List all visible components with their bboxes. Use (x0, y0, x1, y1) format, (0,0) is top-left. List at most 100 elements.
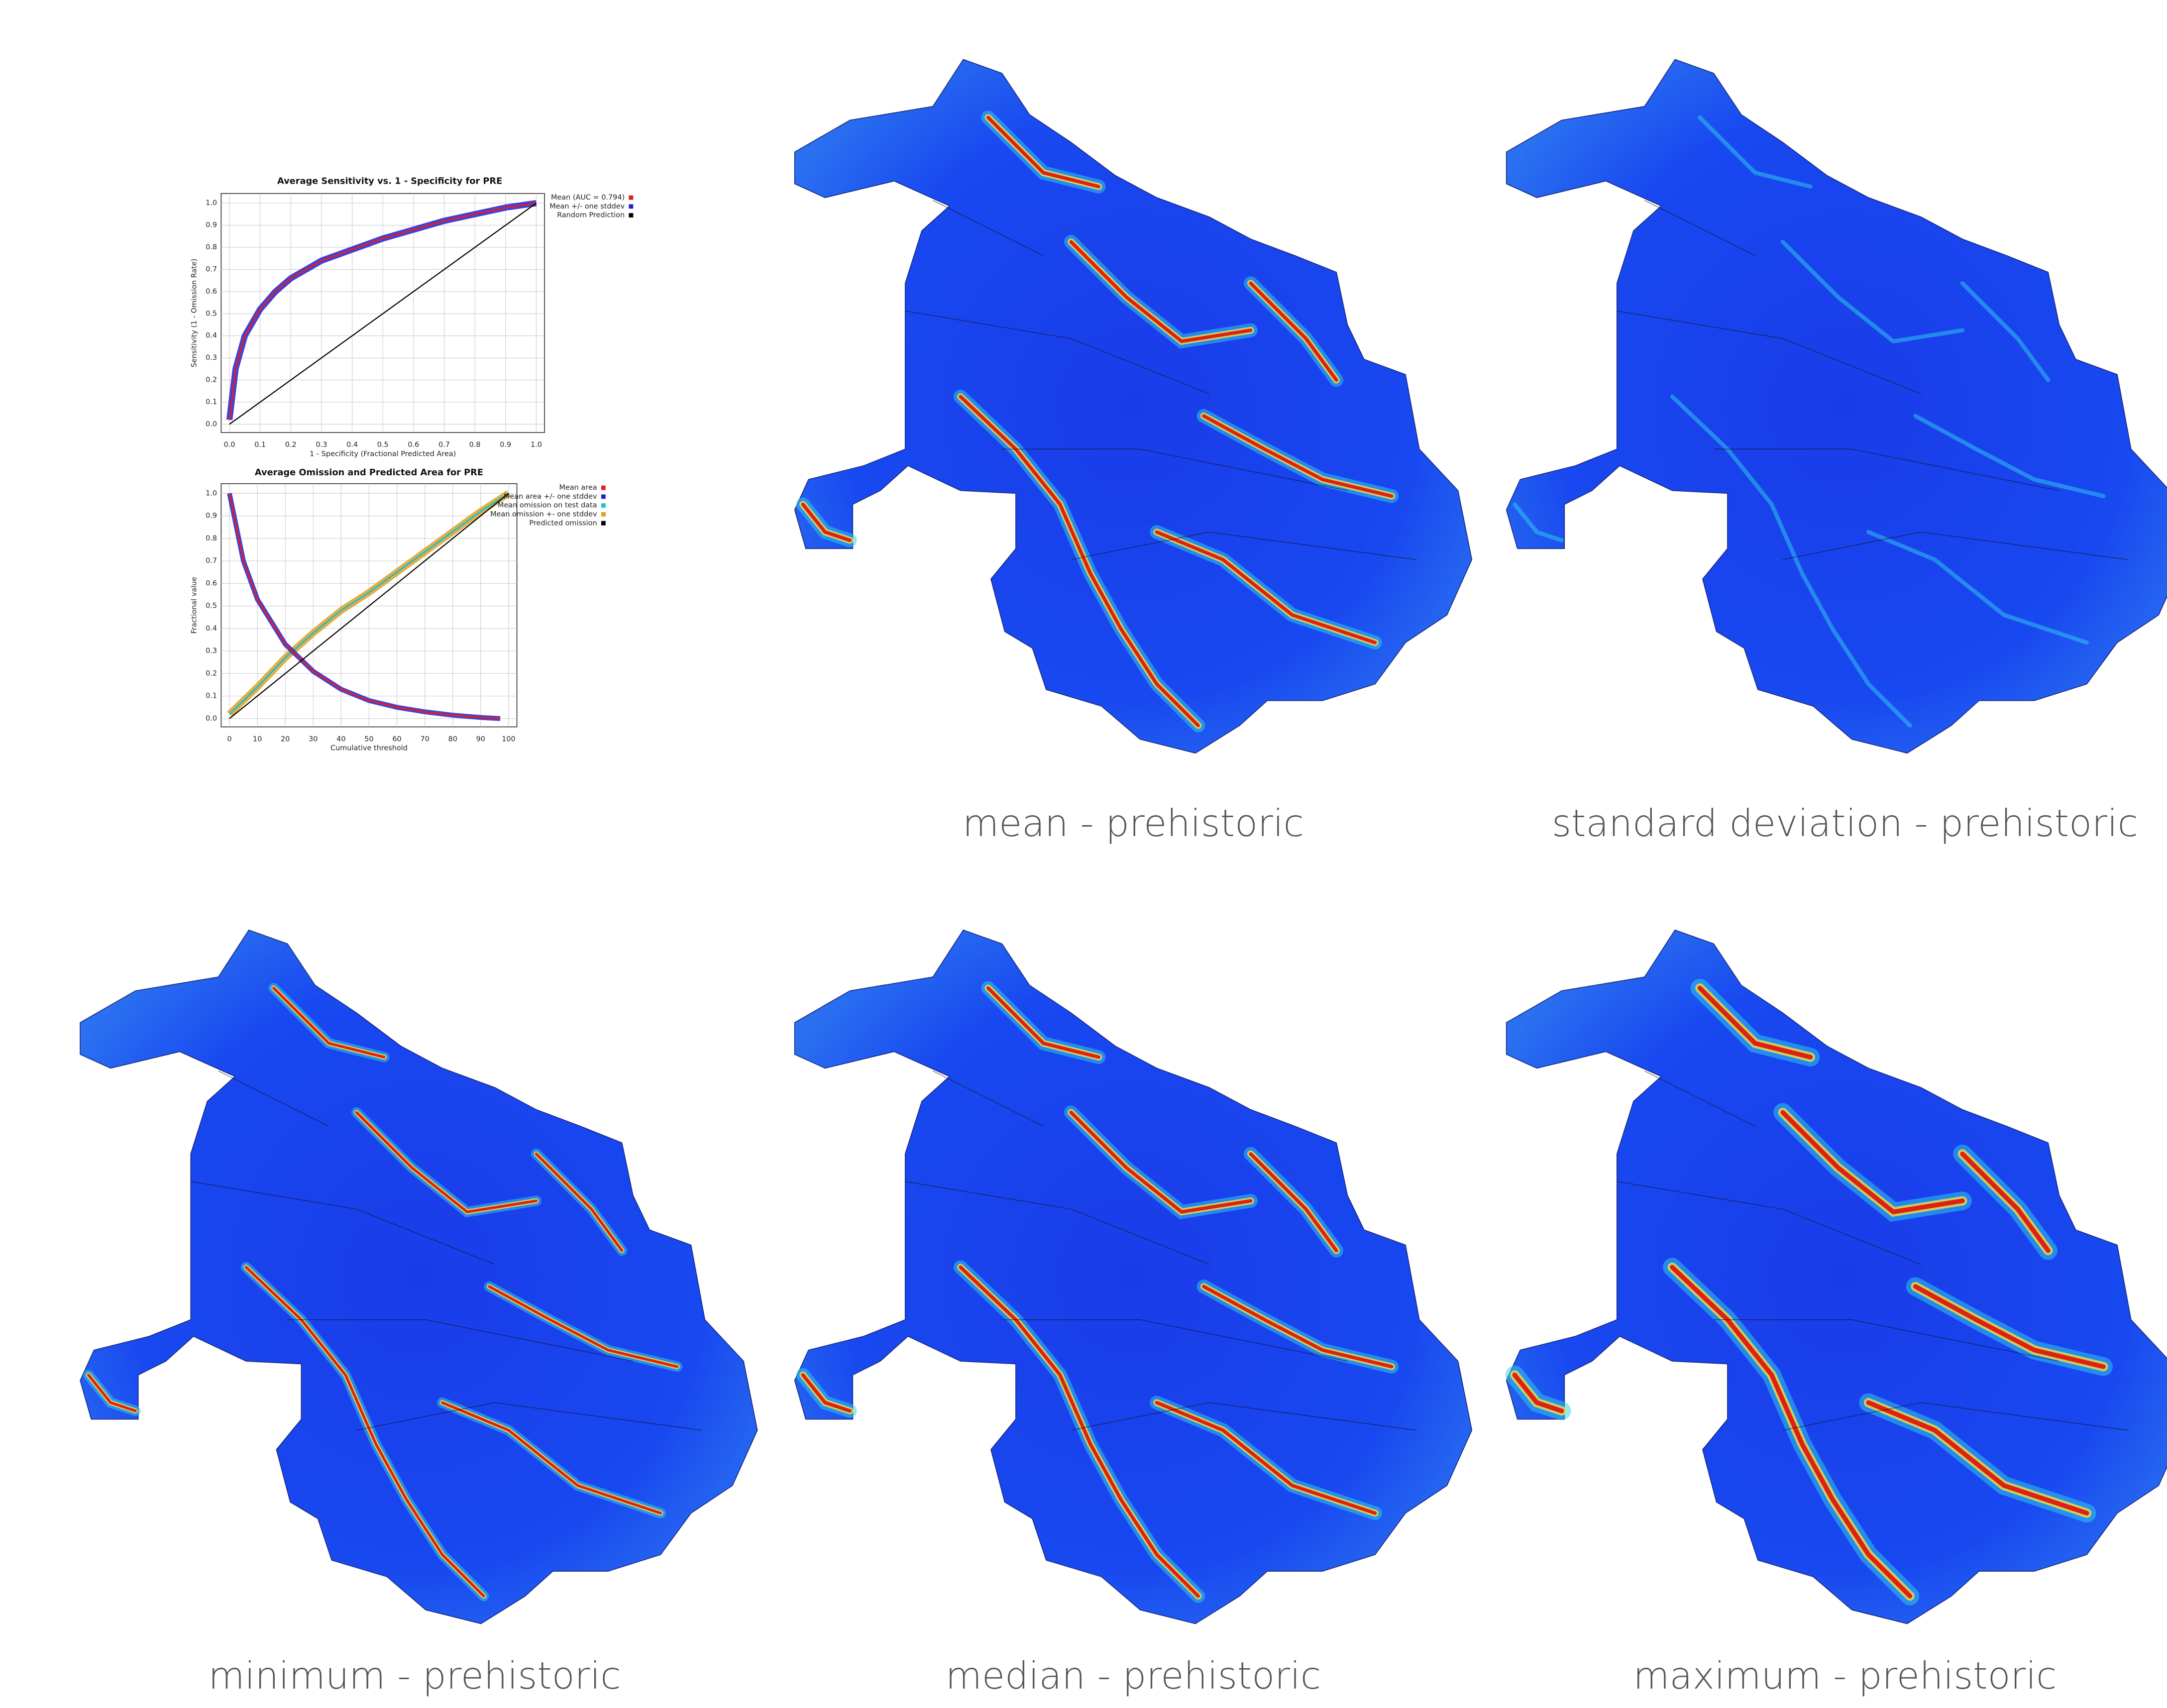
legend-swatch (601, 503, 606, 508)
y-axis-label: Fractional value (190, 577, 198, 634)
x-tick-label: 0.9 (500, 441, 511, 449)
map (1506, 59, 2167, 754)
map-area (794, 929, 1473, 1624)
x-tick-label: 0.5 (377, 441, 389, 449)
hotspot (1698, 115, 1813, 189)
x-tick-label: 60 (392, 736, 401, 744)
series-line (228, 202, 537, 420)
hotspot (1780, 239, 1965, 344)
series-line (229, 493, 509, 719)
x-axis-label: 1 - Specificity (Fractional Predicted Ar… (310, 450, 456, 458)
map-area (1506, 929, 2167, 1624)
legend-label: Random Prediction (557, 212, 625, 219)
hotspot (1202, 1284, 1394, 1369)
map (794, 59, 1473, 754)
y-tick-label: 0.2 (206, 376, 217, 384)
legend-label: Predicted omission (529, 519, 597, 527)
x-tick-label: 10 (253, 736, 262, 744)
x-tick-label: 50 (364, 736, 373, 744)
legend-label: Mean +/- one stddev (549, 203, 625, 211)
chart: Average Sensitivity vs. 1 - Specificity … (190, 176, 634, 458)
y-tick-label: 0.7 (206, 265, 217, 273)
y-tick-label: 0.1 (206, 692, 217, 700)
chart: Average Omission and Predicted Area for … (190, 468, 606, 752)
series-line (228, 493, 501, 720)
hotspot (1155, 1400, 1377, 1515)
chart-title: Average Sensitivity vs. 1 - Specificity … (277, 176, 502, 186)
y-tick-label: 1.0 (206, 489, 217, 497)
legend-swatch (629, 195, 634, 200)
boundaries (1617, 200, 2129, 560)
x-tick-label: 0.6 (408, 441, 419, 449)
legend-swatch (629, 204, 634, 209)
hotspot (1960, 281, 2051, 382)
x-axis-label: Cumulative threshold (330, 745, 408, 752)
series-line (228, 492, 509, 715)
hotspot (1913, 414, 2106, 498)
map-caption: maximum - prehistoric (1633, 1654, 2057, 1698)
hotspot (1512, 1373, 1564, 1413)
x-tick-label: 40 (336, 736, 345, 744)
map-caption: mean - prehistoric (963, 801, 1304, 845)
map-area (1506, 59, 2167, 754)
hotspot (986, 115, 1101, 189)
legend-label: Mean omission on test data (498, 502, 597, 510)
hotspot (441, 1401, 662, 1515)
hotspot (1960, 1151, 2051, 1253)
x-tick-label: 30 (309, 736, 318, 744)
map-area (794, 59, 1473, 754)
y-tick-label: 0.4 (206, 625, 217, 633)
y-tick-label: 0.6 (206, 579, 217, 587)
y-tick-label: 0.0 (206, 420, 217, 428)
hotspot (1155, 530, 1377, 644)
map-caption: median - prehistoric (946, 1654, 1321, 1698)
map (794, 929, 1473, 1624)
hotspot (1513, 502, 1564, 542)
hotspot (1866, 1400, 2089, 1516)
legend-swatch (601, 512, 606, 517)
boundaries (1617, 1070, 2129, 1431)
y-tick-label: 0.9 (206, 221, 217, 229)
hotspot (1866, 530, 2089, 645)
x-tick-label: 0.3 (316, 441, 327, 449)
y-tick-label: 0.7 (206, 557, 217, 565)
x-tick-label: 90 (476, 736, 485, 744)
hotspot (355, 1111, 538, 1213)
x-tick-label: 0.1 (254, 441, 266, 449)
hotspot (1249, 1152, 1338, 1253)
x-tick-label: 0.7 (438, 441, 450, 449)
x-tick-label: 0.8 (469, 441, 481, 449)
hotspot (1202, 414, 1394, 498)
map-caption: standard deviation - prehistoric (1552, 801, 2138, 845)
legend-swatch (601, 494, 606, 499)
y-tick-label: 0.6 (206, 288, 217, 296)
hotspot (1697, 985, 1813, 1060)
hotspot (1069, 1110, 1253, 1214)
hotspot (1780, 1110, 1965, 1215)
y-tick-label: 0.0 (206, 715, 217, 723)
x-tick-label: 0 (227, 736, 231, 744)
hotspot (986, 986, 1101, 1059)
legend-label: Mean omission +- one stddev (490, 510, 597, 518)
map (80, 929, 758, 1624)
hotspot (1069, 240, 1253, 343)
y-tick-label: 0.5 (206, 310, 217, 318)
y-tick-label: 0.1 (206, 398, 217, 406)
legend-swatch (601, 521, 606, 526)
x-tick-label: 0.0 (224, 441, 235, 449)
y-tick-label: 0.4 (206, 332, 217, 340)
hotspot (801, 1373, 852, 1413)
y-tick-label: 0.5 (206, 602, 217, 610)
hotspot (272, 986, 386, 1059)
x-tick-label: 0.2 (285, 441, 297, 449)
x-tick-label: 1.0 (531, 441, 542, 449)
y-tick-label: 0.9 (206, 512, 217, 520)
boundaries (905, 1070, 1417, 1431)
x-tick-label: 0.4 (346, 441, 358, 449)
x-tick-label: 70 (420, 736, 429, 744)
series-line (229, 203, 537, 425)
hotspot (1913, 1284, 2106, 1369)
x-tick-label: 100 (502, 736, 516, 744)
